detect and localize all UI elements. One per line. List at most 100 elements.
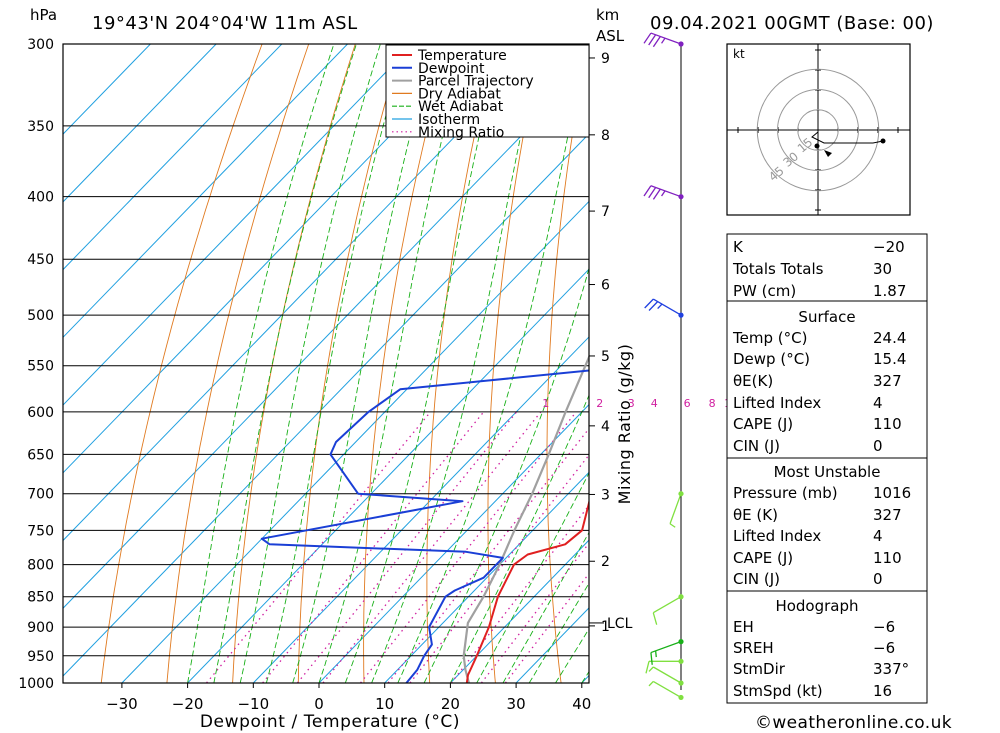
mixing-ratio-line	[387, 427, 589, 683]
wind-barb-flag	[643, 32, 652, 44]
isotherm-line	[63, 44, 217, 203]
x-tick-label: 30	[507, 695, 526, 713]
hodograph-unit-label: kt	[733, 47, 745, 61]
mu-li-label: Lifted Index	[733, 527, 821, 545]
km-tick-label: 9	[601, 51, 610, 67]
dry-adiabat-line	[660, 44, 693, 683]
totals-totals-label: Totals Totals	[732, 260, 824, 278]
height-unit-asl-label: ASL	[596, 27, 625, 45]
wind-barb-half-flag	[661, 37, 666, 44]
pressure-tick-label: 750	[27, 523, 54, 539]
isotherm-line	[63, 44, 414, 406]
mu-pressure-label: Pressure (mb)	[733, 484, 838, 502]
mixing-ratio-label: 6	[684, 397, 691, 410]
pressure-tick-label: 900	[27, 620, 54, 636]
legend-entry: Isotherm	[418, 112, 480, 128]
hodograph-ring	[756, 68, 880, 192]
pressure-tick-label: 1000	[18, 676, 54, 692]
surface-cape-value: 110	[873, 415, 902, 433]
wind-barb-half-flag	[648, 666, 654, 672]
mixing-ratio-line	[262, 411, 485, 683]
eh-label: EH	[733, 618, 754, 636]
wind-barb-flag	[650, 652, 653, 665]
k-index-label: K	[733, 238, 744, 256]
wind-barb-shaft	[652, 298, 682, 316]
wind-barb-half-flag	[654, 650, 657, 658]
hodograph-trace	[811, 131, 884, 144]
dry-adiabat-line	[232, 44, 356, 683]
legend-entry: Parcel Trajectory	[418, 74, 534, 90]
isotherm-line	[121, 200, 589, 683]
plot-frame	[62, 43, 590, 684]
wind-barb-half-flag	[657, 303, 663, 310]
surface-cin-value: 0	[873, 437, 883, 455]
mu-cin-label: CIN (J)	[733, 570, 780, 588]
skewt-axes: −30 −20 −10 0 10 20 30 40 1 2 3 4 5 6 7 8 9 LCL	[106, 51, 633, 713]
wind-barb-flag	[652, 612, 658, 625]
wind-barb-flag	[643, 185, 652, 197]
pressure-tick-label: 550	[27, 359, 54, 375]
pw-label: PW (cm)	[733, 282, 796, 300]
surface-cin-label: CIN (J)	[733, 437, 780, 455]
pw-value: 1.87	[873, 282, 906, 300]
temperature-line	[465, 498, 589, 683]
isotherm-line	[63, 44, 151, 135]
mixing-ratio-label: 8	[709, 397, 716, 410]
wind-barb-flag	[644, 298, 654, 309]
km-tick-label: 1	[601, 619, 610, 635]
most-unstable-title: Most Unstable	[774, 463, 881, 481]
hodograph-ring	[777, 89, 859, 171]
lcl-label: LCL	[607, 616, 633, 632]
pressure-tick-label: 700	[27, 487, 54, 503]
km-tick-label: 5	[601, 349, 610, 365]
parcel-trajectory-line	[462, 354, 589, 683]
pressure-tick-label: 500	[27, 308, 54, 324]
surface-cape-label: CAPE (J)	[733, 415, 793, 433]
isotherm-line	[252, 336, 589, 683]
wet-adiabat-line	[239, 44, 381, 683]
stmspd-value: 16	[873, 682, 892, 700]
wet-adiabat-line	[187, 44, 335, 683]
pressure-tick-label: 950	[27, 649, 54, 665]
hodograph-ring	[797, 109, 839, 151]
km-tick-label: 6	[601, 278, 610, 294]
legend-entry: Dewpoint	[418, 61, 485, 77]
km-tick-label: 7	[601, 204, 610, 220]
hodograph-end-point	[880, 138, 886, 144]
isotherm-line	[63, 133, 589, 677]
surface-dewp-label: Dewp (°C)	[733, 350, 810, 368]
pressure-tick-label: 800	[27, 558, 54, 574]
mixing-ratio-line	[480, 542, 589, 683]
totals-totals-value: 30	[873, 260, 892, 278]
eh-value: −6	[873, 618, 895, 636]
dry-adiabat-line	[546, 44, 589, 683]
pressure-tick-label: 650	[27, 447, 54, 463]
legend-entry: Wet Adiabat	[418, 99, 504, 115]
stmspd-label: StmSpd (kt)	[733, 682, 823, 700]
wind-barb-flag	[648, 34, 657, 46]
km-tick-label: 3	[601, 487, 610, 503]
wind-barb-shaft	[652, 596, 682, 614]
mixing-ratio-axis-title: Mixing Ratio (g/kg)	[615, 344, 634, 505]
surface-temp-label: Temp (°C)	[732, 329, 807, 347]
wet-adiabat-line	[265, 44, 407, 683]
surface-thetae-value: 327	[873, 372, 902, 390]
pressure-tick-label: 850	[27, 590, 54, 606]
x-tick-label: 10	[375, 695, 394, 713]
sreh-label: SREH	[733, 639, 774, 657]
x-tick-label: −20	[172, 695, 204, 713]
isotherm-line	[450, 539, 589, 683]
copyright-text: ©weatheronline.co.uk	[755, 713, 952, 733]
stmdir-label: StmDir	[733, 660, 786, 678]
hodograph-table-title: Hodograph	[775, 597, 858, 615]
x-tick-label: 0	[314, 695, 324, 713]
height-unit-label: km	[596, 6, 619, 24]
pressure-tick-label: 350	[27, 119, 54, 135]
mu-thetae-label: θE (K)	[733, 506, 778, 524]
wet-adiabat-line	[423, 266, 589, 683]
dry-adiabat-line	[961, 44, 1000, 683]
x-tick-label: 20	[441, 695, 460, 713]
storm-motion-marker	[824, 150, 832, 157]
